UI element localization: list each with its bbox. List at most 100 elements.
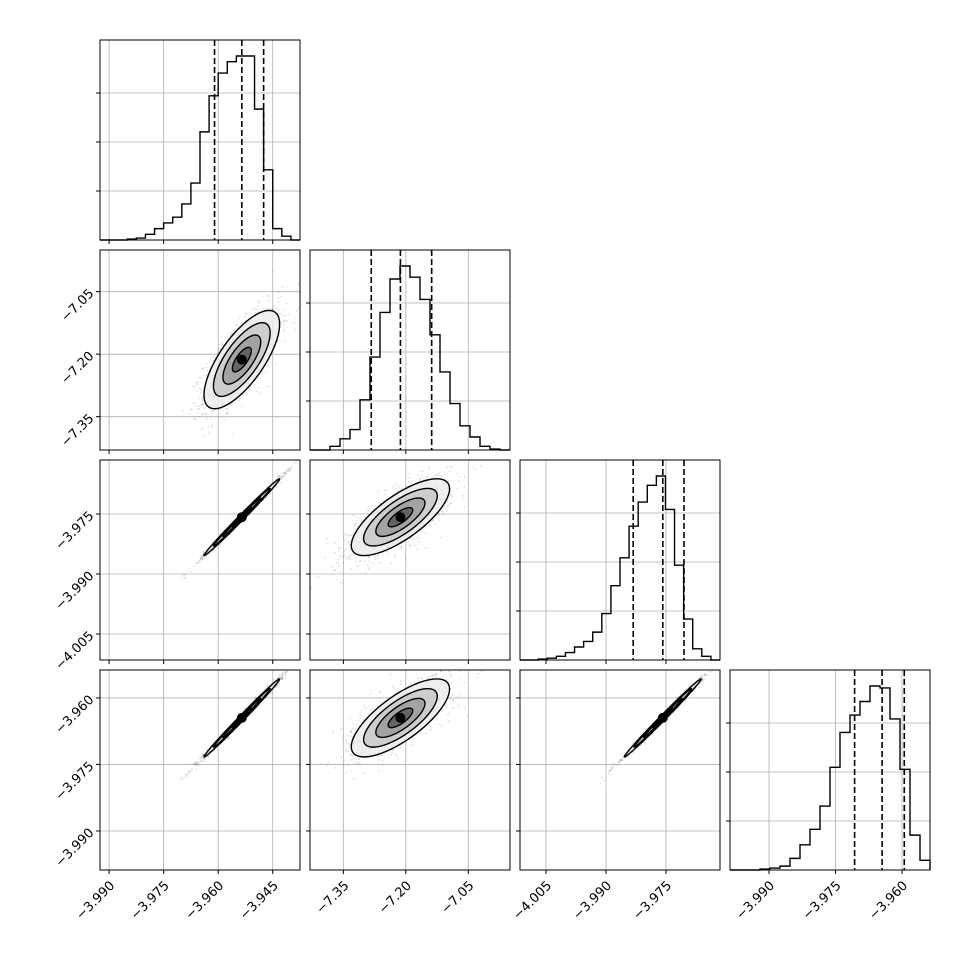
sample-point [351,514,354,516]
sample-point [280,476,283,479]
sample-point [284,671,287,674]
sample-point [367,560,370,563]
sample-point [337,547,340,550]
sample-point [347,540,350,543]
sample-point [331,566,334,568]
sample-point [343,550,346,553]
sample-point [190,570,193,573]
contour-line [222,334,262,385]
sample-point [281,475,283,478]
sample-point [238,398,241,400]
sample-point [203,757,206,760]
sample-point [278,297,280,300]
sample-point [417,538,420,540]
sample-point [418,478,421,481]
sample-point [451,496,454,498]
sample-point [281,677,283,679]
sample-point [281,476,284,479]
sample-point [395,483,398,486]
sample-point [441,510,444,513]
sample-point [191,767,193,770]
sample-point [219,532,222,535]
sample-point [202,367,205,370]
sample-point [450,493,453,496]
sample-point [446,500,449,503]
histogram-step [310,265,510,451]
sample-point [197,764,199,767]
sample-point [266,365,268,368]
sample-point [367,509,370,512]
contour-line [362,487,438,547]
sample-point [424,532,427,535]
contour-line [231,506,253,528]
sample-point [377,490,380,493]
sample-point [449,494,452,497]
sample-point [196,412,199,414]
sample-point [379,562,382,565]
sample-point [254,696,257,699]
sample-point [447,503,450,506]
sample-point [201,427,204,430]
sample-point [442,507,445,510]
sample-point [276,683,279,686]
sample-point [223,418,226,420]
sample-point [193,417,196,420]
sample-point [431,519,434,522]
sample-point [280,312,283,315]
sample-point [436,473,439,476]
sample-point [199,376,202,379]
sample-point [253,386,256,389]
sample-point [193,402,196,405]
sample-point [282,672,285,674]
sample-point [285,676,287,679]
sample-point [272,270,274,273]
sample-point [293,328,296,331]
sample-point [277,312,280,315]
sample-point [368,567,371,569]
panel-frame [99,249,301,451]
sample-point [338,550,340,552]
sample-point [194,418,197,421]
sample-point [408,544,411,547]
sample-point [355,527,358,530]
sample-point [195,562,197,565]
sample-point [224,407,227,410]
sample-point [421,470,424,473]
sample-point [385,489,388,492]
sample-point [297,282,300,285]
sample-point [335,561,338,564]
sample-point [354,560,357,563]
sample-point [282,328,285,331]
sample-point [271,691,273,694]
sample-point [261,295,264,298]
sample-point [450,502,452,505]
sample-point [255,308,257,311]
sample-point [205,412,208,414]
sample-point [261,372,264,375]
sample-point [210,410,213,413]
sample-point [280,482,282,484]
sample-point [342,555,345,558]
contour-line [212,487,271,547]
sample-point [201,556,204,559]
sample-point [269,482,272,485]
sample-point [400,545,403,548]
sample-point [226,411,229,414]
sample-point [193,761,196,764]
sample-point [418,541,421,543]
sample-point [283,314,285,317]
sample-point [345,533,348,535]
sample-point [334,551,337,554]
sample-point [225,412,228,415]
sample-point [281,672,284,675]
sample-point [290,468,292,471]
sample-point [385,550,388,553]
sample-point [409,538,412,541]
sample-point [437,520,440,522]
sample-point [209,357,212,360]
sample-point [301,295,303,297]
sample-point [408,472,411,475]
sample-point [396,490,399,493]
sample-point [196,562,199,565]
histogram-step [100,55,300,241]
